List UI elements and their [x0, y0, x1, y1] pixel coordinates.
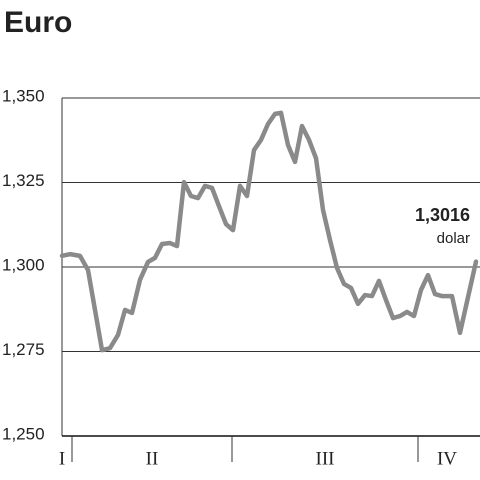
chart-title: Euro — [4, 6, 72, 39]
period-label: II — [146, 448, 159, 469]
y-tick-label: 1,325 — [2, 171, 45, 190]
y-tick-label: 1,300 — [2, 255, 45, 274]
annotation: dolar — [437, 230, 470, 247]
annotation: 1,3016 — [415, 205, 470, 225]
period-label: I — [59, 448, 65, 469]
y-tick-label: 1,350 — [2, 86, 45, 105]
period-label: IV — [437, 448, 457, 469]
line — [59, 110, 479, 353]
y-tick-label: 1,250 — [2, 424, 45, 443]
y-tick-label: 1,275 — [2, 340, 45, 359]
period-label: III — [316, 448, 335, 469]
